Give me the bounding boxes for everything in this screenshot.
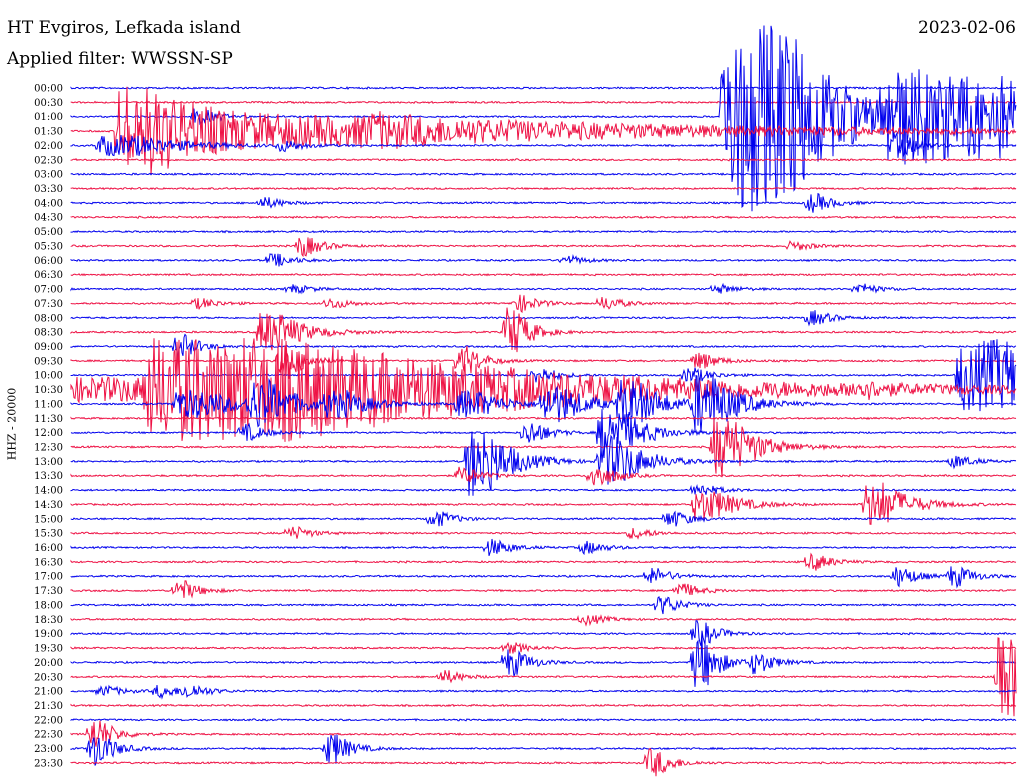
- trace-line: [70, 345, 1017, 379]
- tick-label: 19:00: [34, 629, 63, 640]
- trace-line: [70, 215, 1017, 220]
- trace-line: [70, 620, 1017, 647]
- tick-label: 14:00: [34, 486, 63, 497]
- tick-label: 09:30: [34, 356, 63, 367]
- tick-label: 13:30: [34, 471, 63, 482]
- trace-line: [70, 86, 1017, 90]
- station-title: HT Evgiros, Lefkada island: [7, 18, 241, 38]
- tick-label: 16:00: [34, 543, 63, 554]
- trace-line: [70, 294, 1017, 314]
- trace-line: [70, 483, 1017, 495]
- trace-line: [70, 409, 1017, 459]
- trace-line: [70, 86, 1017, 175]
- trace-line: [70, 282, 1017, 295]
- tick-label: 22:30: [34, 730, 63, 741]
- trace-line: [70, 25, 1017, 212]
- tick-label: 05:30: [34, 241, 63, 252]
- tick-label: 12:00: [34, 428, 63, 439]
- trace-line: [70, 703, 1017, 708]
- trace-line: [70, 100, 1017, 105]
- trace-line: [70, 229, 1017, 234]
- trace-line: [70, 580, 1017, 599]
- trace-line: [70, 186, 1017, 191]
- trace-line: [70, 417, 1017, 478]
- trace-line: [70, 307, 1017, 353]
- tick-label: 05:00: [34, 227, 63, 238]
- trace-line: [70, 192, 1017, 213]
- tick-label: 01:00: [34, 112, 63, 123]
- tick-label: 15:30: [34, 529, 63, 540]
- trace-line: [70, 614, 1017, 627]
- tick-label: 07:00: [34, 285, 63, 296]
- tick-label: 21:00: [34, 687, 63, 698]
- tick-label: 12:30: [34, 443, 63, 454]
- trace-line: [70, 157, 1017, 162]
- tick-label: 09:00: [34, 342, 63, 353]
- tick-label: 17:00: [34, 572, 63, 583]
- trace-line: [70, 272, 1017, 277]
- trace-line: [70, 595, 1017, 615]
- trace-line: [70, 717, 1017, 722]
- tick-label: 21:30: [34, 701, 63, 712]
- tick-label: 23:30: [34, 758, 63, 769]
- trace-line: [70, 747, 1017, 777]
- tick-label: 02:00: [34, 141, 63, 152]
- tick-label: 18:00: [34, 600, 63, 611]
- trace-line: [70, 538, 1017, 557]
- trace-line: [70, 634, 1017, 687]
- trace-line: [70, 333, 1017, 360]
- tick-label: 04:00: [34, 198, 63, 209]
- tick-label: 06:30: [34, 270, 63, 281]
- tick-label: 08:00: [34, 313, 63, 324]
- tick-label: 20:00: [34, 658, 63, 669]
- tick-label: 23:00: [34, 744, 63, 755]
- tick-label: 03:00: [34, 170, 63, 181]
- trace-line: [70, 310, 1017, 327]
- trace-line: [70, 526, 1017, 540]
- tick-label: 10:30: [34, 385, 63, 396]
- trace-line: [70, 172, 1017, 176]
- tick-label: 00:00: [34, 84, 63, 95]
- tick-label: 04:30: [34, 213, 63, 224]
- trace-line: [70, 416, 1017, 421]
- tick-label: 07:30: [34, 299, 63, 310]
- trace-line: [70, 637, 1017, 717]
- tick-label: 02:30: [34, 155, 63, 166]
- tick-label: 03:30: [34, 184, 63, 195]
- tick-label: 01:30: [34, 127, 63, 138]
- trace-line: [70, 510, 1017, 527]
- tick-label: 19:30: [34, 644, 63, 655]
- trace-line: [70, 734, 1017, 766]
- trace-line: [70, 552, 1017, 571]
- trace-line: [70, 566, 1017, 589]
- date-label: 2023-02-06: [917, 18, 1016, 38]
- trace-line: [70, 482, 1017, 525]
- tick-label: 00:30: [34, 98, 63, 109]
- tick-label: 22:00: [34, 715, 63, 726]
- trace-line: [70, 374, 1017, 433]
- tick-label: 11:30: [34, 414, 63, 425]
- trace-line: [70, 431, 1017, 496]
- tick-label: 11:00: [34, 399, 63, 410]
- trace-line: [70, 641, 1017, 654]
- trace-line: [70, 466, 1017, 486]
- trace-line: [70, 684, 1017, 700]
- tick-label: 16:30: [34, 557, 63, 568]
- tick-label: 15:00: [34, 514, 63, 525]
- tick-label: 13:00: [34, 457, 63, 468]
- tick-label: 17:30: [34, 586, 63, 597]
- trace-line: [70, 131, 1017, 158]
- trace-line: [70, 253, 1017, 267]
- trace-line: [70, 338, 1017, 442]
- trace-line: [70, 720, 1017, 747]
- filter-label: Applied filter: WWSSN-SP: [7, 49, 233, 69]
- tick-label: 20:30: [34, 672, 63, 683]
- tick-label: 10:00: [34, 371, 63, 382]
- tick-label: 08:30: [34, 328, 63, 339]
- tick-label: 14:30: [34, 500, 63, 511]
- trace-line: [70, 237, 1017, 258]
- tick-label: 06:00: [34, 256, 63, 267]
- tick-label: 18:30: [34, 615, 63, 626]
